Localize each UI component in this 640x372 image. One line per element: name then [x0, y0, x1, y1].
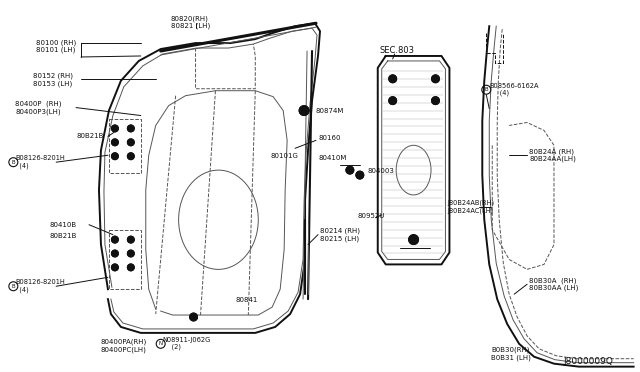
- Circle shape: [127, 139, 134, 146]
- Text: 80841: 80841: [236, 297, 258, 303]
- Text: 80952U: 80952U: [358, 213, 385, 219]
- Circle shape: [388, 75, 397, 83]
- Text: B: B: [12, 160, 15, 165]
- Text: 80101G: 80101G: [270, 153, 298, 159]
- Text: N08911-J062G
    (2): N08911-J062G (2): [163, 337, 211, 350]
- Text: B: B: [484, 87, 488, 92]
- Circle shape: [408, 235, 419, 244]
- Circle shape: [388, 97, 397, 105]
- Text: 80410M: 80410M: [318, 155, 346, 161]
- Text: SEC.803: SEC.803: [380, 46, 415, 55]
- Circle shape: [189, 313, 198, 321]
- Text: 80B21B: 80B21B: [49, 232, 77, 239]
- Text: 80214 (RH)
80215 (LH): 80214 (RH) 80215 (LH): [320, 228, 360, 242]
- Text: N: N: [159, 341, 163, 346]
- Text: B08126-8201H
  (4): B08126-8201H (4): [15, 155, 65, 169]
- Circle shape: [111, 139, 118, 146]
- Text: J80B24AB(RH)
J80B24AC(LH): J80B24AB(RH) J80B24AC(LH): [447, 200, 495, 214]
- Text: B08126-8201H
  (4): B08126-8201H (4): [15, 279, 65, 293]
- Circle shape: [111, 153, 118, 160]
- Circle shape: [127, 264, 134, 271]
- Text: 80410B: 80410B: [49, 222, 76, 228]
- Circle shape: [431, 75, 440, 83]
- Circle shape: [127, 236, 134, 243]
- Text: 80152 (RH)
80153 (LH): 80152 (RH) 80153 (LH): [33, 73, 73, 87]
- Text: 80B21B: 80B21B: [76, 134, 104, 140]
- Text: 804003: 804003: [368, 168, 395, 174]
- Text: 80B30A  (RH)
80B30AA (LH): 80B30A (RH) 80B30AA (LH): [529, 277, 579, 291]
- Circle shape: [299, 106, 309, 116]
- Circle shape: [111, 236, 118, 243]
- Bar: [109, 230, 141, 289]
- Text: 80B24A (RH)
80B24AA(LH): 80B24A (RH) 80B24AA(LH): [529, 148, 576, 162]
- Circle shape: [431, 97, 440, 105]
- Text: 80400PA(RH)
80400PC(LH): 80400PA(RH) 80400PC(LH): [101, 339, 147, 353]
- Circle shape: [111, 125, 118, 132]
- Circle shape: [346, 166, 354, 174]
- Text: 80820(RH)
80821 (LH): 80820(RH) 80821 (LH): [171, 15, 210, 29]
- Text: B08566-6162A
     (4): B08566-6162A (4): [489, 83, 539, 96]
- Text: 80874M: 80874M: [315, 108, 344, 113]
- Circle shape: [111, 264, 118, 271]
- Text: 80400P  (RH)
80400P3(LH): 80400P (RH) 80400P3(LH): [15, 101, 62, 115]
- Circle shape: [111, 250, 118, 257]
- Circle shape: [356, 171, 364, 179]
- Circle shape: [127, 153, 134, 160]
- Text: B0B30(RH)
B0B31 (LH): B0B30(RH) B0B31 (LH): [492, 347, 531, 361]
- Text: 80100 (RH)
80101 (LH): 80100 (RH) 80101 (LH): [36, 39, 77, 53]
- Circle shape: [127, 125, 134, 132]
- Circle shape: [127, 250, 134, 257]
- Text: J8000009Q: J8000009Q: [564, 357, 614, 366]
- Text: 80160: 80160: [318, 135, 340, 141]
- Text: B: B: [12, 284, 15, 289]
- Bar: [109, 119, 141, 173]
